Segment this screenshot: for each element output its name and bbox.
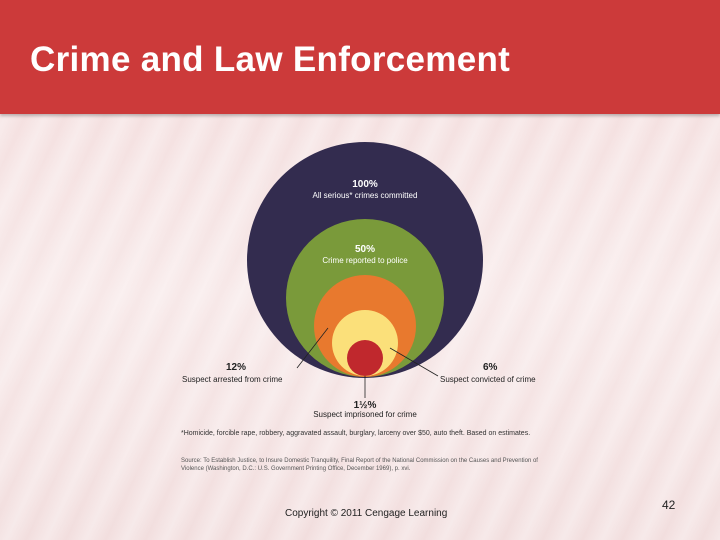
diagram-footnote: *Homicide, forcible rape, robbery, aggra… <box>181 430 531 437</box>
pct-1-5: 1½% <box>354 400 377 411</box>
label-100: All serious* crimes committed <box>313 191 418 200</box>
leader-line-arrested <box>296 327 329 369</box>
copyright-notice: Copyright © 2011 Cengage Learning <box>285 508 448 519</box>
label-12: Suspect arrested from crime <box>182 375 283 384</box>
diagram-source: Source: To Establish Justice, to Insure … <box>181 458 538 472</box>
slide-title: Crime and Law Enforcement <box>30 40 511 79</box>
label-50: Crime reported to police <box>322 256 408 265</box>
pct-50: 50% <box>355 244 375 255</box>
title-bar: Crime and Law Enforcement <box>0 0 720 114</box>
leader-line-convicted <box>389 347 439 377</box>
circle-imprisoned <box>347 340 383 376</box>
label-6: Suspect convicted of crime <box>440 375 536 384</box>
page-number: 42 <box>662 498 676 512</box>
pct-12: 12% <box>226 362 246 373</box>
pct-100: 100% <box>352 179 378 190</box>
label-1-5: Suspect imprisoned for crime <box>313 410 417 419</box>
pct-6: 6% <box>483 362 498 373</box>
crime-funnel-diagram: 100% All serious* crimes committed 50% C… <box>160 130 580 460</box>
